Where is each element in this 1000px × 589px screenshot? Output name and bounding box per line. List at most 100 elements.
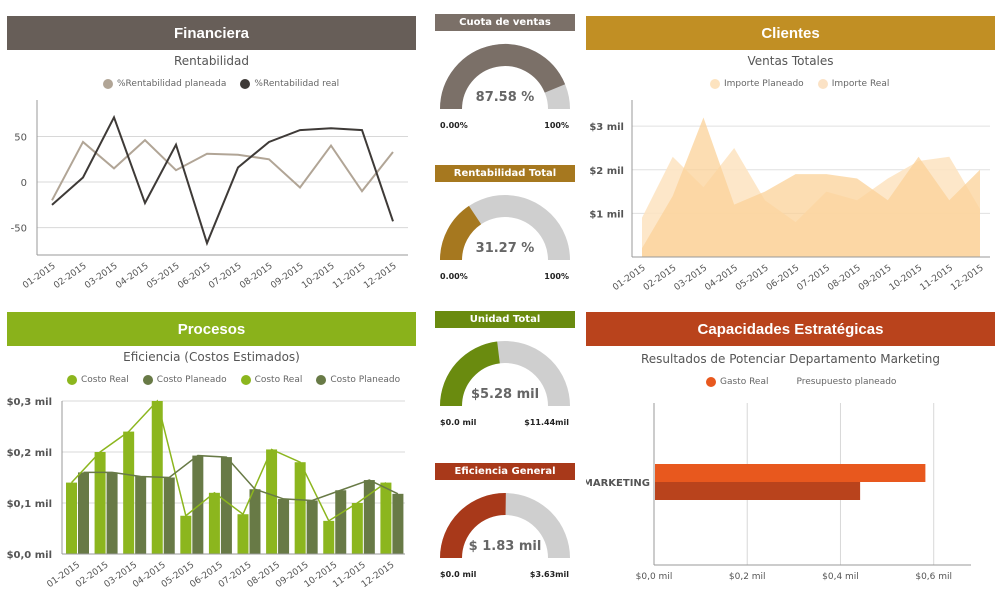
y-category-label: MARKETING [586, 478, 650, 489]
gauge-title-text: Unidad Total [469, 314, 541, 325]
legend-label: Presupuesto planeado [796, 377, 897, 387]
gauge-unidad-total: Unidad Total $5.28 mil $0.0 mil $11.44mil [435, 311, 575, 431]
gauge-value: $ 1.83 mil [469, 539, 542, 554]
x-tick-label: $0,4 mil [822, 572, 859, 582]
legend-item-costo-real-line[interactable]: Costo Real [240, 375, 303, 385]
legend-dot-icon [142, 375, 153, 385]
bar [78, 472, 89, 554]
legend-label: Importe Planeado [724, 79, 804, 89]
gauge-max-label: 100% [544, 272, 569, 281]
ventas-subtitle: Ventas Totales [747, 54, 834, 68]
legend-label: Costo Real [81, 375, 129, 385]
y-tick-label: $0,0 mil [7, 550, 52, 561]
bar [655, 482, 861, 500]
bar [323, 520, 335, 554]
series-line [51, 114, 394, 247]
bar [249, 489, 261, 554]
y-tick-label: 50 [14, 132, 27, 143]
x-tick-label: 06-2015 [176, 261, 213, 291]
bar [380, 482, 392, 554]
gauge-title: Eficiencia General [435, 463, 575, 480]
x-tick-label: 07-2015 [207, 261, 244, 291]
bar [94, 452, 106, 554]
marketing-hbar-chart: $0,0 mil $0,2 mil $0,4 mil $0,6 mil MARKETIN… [586, 403, 971, 582]
legend-item-real[interactable]: %Rentabilidad real [240, 79, 339, 89]
x-tick-label: 02-2015 [642, 263, 679, 293]
x-tick-label: $0,6 mil [915, 572, 952, 582]
gauge-fill [440, 44, 566, 110]
x-tick-label: 02-2015 [52, 261, 89, 291]
bar [335, 490, 347, 554]
x-tick-label: 05-2015 [145, 261, 182, 291]
legend-label: Costo Real [254, 375, 303, 385]
gauge-fill [440, 341, 501, 407]
ventas-area-chart: $3 mil$2 mil$1 mil01-201502-201503-20150… [589, 100, 990, 293]
bar [220, 457, 232, 554]
financiera-legend: %Rentabilidad planeada %Rentabilidad rea… [103, 79, 347, 89]
legend-label: Importe Real [831, 79, 890, 89]
gauge-dial: 31.27 % 0.00% 100% [440, 195, 570, 281]
gauge-max-label: 100% [544, 121, 569, 130]
legend-label: %Rentabilidad planeada [117, 79, 227, 89]
gauge-value: $5.28 mil [471, 387, 539, 402]
legend-dot-icon [103, 79, 113, 89]
clientes-header: Clientes [586, 16, 995, 50]
marketing-subtitle: Resultados de Potenciar Departamento Mar… [640, 352, 941, 366]
x-tick-label: 09-2015 [857, 263, 894, 293]
legend-item-costo-planeado-line[interactable]: Costo Planeado [316, 375, 400, 385]
legend-item-costo-planeado[interactable]: Costo Planeado [142, 375, 227, 385]
y-tick-label: $2 mil [589, 166, 624, 177]
x-tick-label: 09-2015 [269, 261, 306, 291]
gauge-min-label: 0.00% [440, 121, 468, 130]
gauge-cuota-ventas: Cuota de ventas 87.58 % 0.00% 100% [435, 14, 575, 134]
legend-item-gasto-real[interactable]: Gasto Real [706, 377, 768, 387]
x-tick-label: 05-2015 [734, 263, 771, 293]
x-tick-label: 10-2015 [888, 263, 925, 293]
x-tick-label: 06-2015 [765, 263, 802, 293]
bar [180, 515, 192, 554]
gauge-dial: 87.58 % 0.00% 100% [440, 44, 570, 130]
legend-dot-icon [240, 79, 251, 89]
eficiencia-subtitle: Eficiencia (Costos Estimados) [123, 350, 300, 364]
legend-dot-icon [710, 79, 720, 89]
x-tick-label: 04-2015 [703, 263, 740, 293]
x-tick-label: 11-2015 [918, 263, 955, 293]
legend-item-importe-real[interactable]: Importe Real [817, 79, 890, 89]
y-tick-label: $0,2 mil [7, 448, 52, 459]
bar [392, 493, 404, 554]
bar [192, 455, 204, 554]
rentabilidad-line-chart: 50 0 -50 01-201502-201503-201504-201505-201… [11, 100, 408, 291]
x-tick-label: 07-2015 [796, 263, 833, 293]
x-tick-label: 08-2015 [826, 263, 863, 293]
bar [135, 476, 147, 554]
bar [266, 449, 278, 554]
bar [351, 503, 363, 554]
y-tick-label: -50 [11, 224, 27, 235]
series-line [83, 454, 399, 502]
legend-item-presupuesto[interactable]: Presupuesto planeado [782, 377, 896, 387]
legend-item-costo-real[interactable]: Costo Real [67, 375, 129, 385]
y-tick-label: $1 mil [589, 209, 624, 220]
procesos-header: Procesos [7, 312, 416, 346]
legend-dot-icon [706, 377, 716, 387]
gauge-min-label: $0.0 mil [440, 570, 477, 579]
legend-dot-icon [817, 79, 828, 89]
x-tick-label: 01-2015 [21, 261, 58, 291]
gauge-title-text: Eficiencia General [454, 466, 556, 477]
x-tick-label: 01-2015 [611, 263, 648, 293]
procesos-title: Procesos [177, 320, 246, 338]
capacidades-title: Capacidades Estratégicas [697, 320, 884, 338]
bar [106, 472, 118, 554]
gauge-rentabilidad-total: Rentabilidad Total 31.27 % 0.00% 100% [435, 165, 575, 285]
gauge-dial: $5.28 mil $0.0 mil $11.44mil [440, 341, 570, 427]
legend-label: Costo Planeado [330, 375, 401, 385]
legend-dot-icon [240, 375, 251, 385]
gauge-max-label: $11.44mil [524, 418, 569, 427]
bar [294, 462, 306, 554]
legend-item-importe-planeado[interactable]: Importe Planeado [710, 79, 804, 89]
legend-dot-icon [316, 375, 327, 385]
legend-item-planeada[interactable]: %Rentabilidad planeada [103, 79, 226, 89]
eficiencia-bar-chart: $0,3 mil$0,2 mil$0,1 mil$0,0 mil01-20150… [7, 397, 405, 589]
capacidades-header: Capacidades Estratégicas [586, 312, 995, 346]
x-tick-label: 03-2015 [673, 263, 710, 293]
